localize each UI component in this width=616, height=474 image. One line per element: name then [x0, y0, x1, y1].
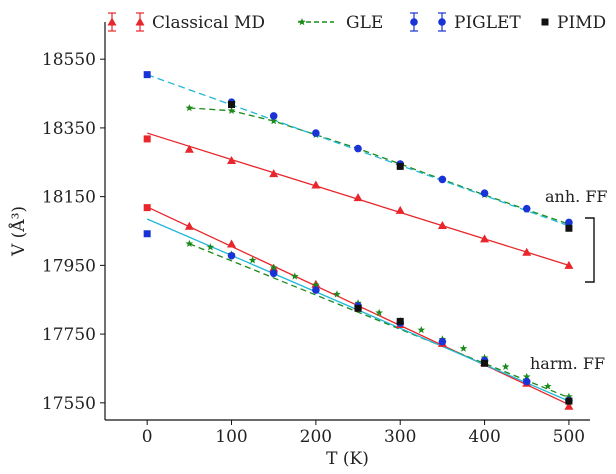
legend-marker [541, 18, 549, 26]
fit-line-harm [189, 243, 570, 399]
classical-md-point [564, 401, 574, 410]
y-tick-label: 17950 [42, 256, 96, 276]
classical-md-point [437, 221, 447, 230]
piglet-point [227, 251, 236, 260]
x-tick-label: 0 [142, 427, 153, 447]
t0-piglet-harm-point [143, 230, 151, 238]
legend-label: PIGLET [454, 13, 521, 33]
y-axis-label: V (Å³) [8, 206, 29, 257]
t0-piglet-anh-point [143, 71, 151, 79]
fit-line-anh [189, 107, 570, 225]
x-tick-label: 200 [300, 427, 332, 447]
gle-point [312, 280, 320, 289]
pimd-point [354, 304, 362, 312]
gle-point [501, 362, 510, 370]
y-tick-label: 18350 [42, 119, 96, 139]
gle-point [248, 256, 257, 264]
legend-marker [135, 17, 145, 26]
y-tick-label: 17750 [42, 325, 96, 345]
x-axis-label: T (K) [326, 449, 369, 469]
axes: 0 100 200 300 400 500 17550 17750 17950 18150 1835… [8, 22, 590, 469]
legend-label: PIMD [557, 13, 606, 33]
data-points [143, 71, 574, 410]
gle-point [185, 103, 194, 112]
gle-point [269, 263, 278, 272]
pimd-point [228, 101, 236, 109]
gle-point [375, 308, 383, 317]
pimd-point [565, 224, 573, 232]
piglet-point [522, 377, 531, 386]
piglet-point [312, 286, 320, 294]
fit-lines [146, 74, 570, 406]
gle-point [185, 239, 194, 247]
legend-marker [298, 18, 306, 26]
classical-md-point [480, 234, 490, 243]
pimd-point [565, 397, 573, 405]
y-tick-label: 18150 [42, 188, 96, 208]
classical-md-point [564, 260, 574, 269]
legend-label: GLE [346, 13, 383, 33]
legend-item: PIGLET [410, 12, 521, 33]
gle-point [544, 382, 552, 390]
legend-marker [438, 18, 446, 26]
piglet-point [312, 129, 320, 137]
anh-bracket [585, 217, 595, 283]
gle-point [522, 372, 531, 380]
classical-md-point [522, 247, 532, 256]
classical-md-point [184, 221, 194, 230]
gle-point [459, 344, 468, 352]
legend-marker [107, 17, 117, 26]
pimd-point [396, 317, 404, 325]
piglet-point [269, 269, 278, 278]
legend-item: PIMD [541, 13, 606, 33]
classical-md-point [227, 239, 237, 248]
legend-marker [410, 18, 418, 26]
x-tick-label: 400 [468, 427, 500, 447]
anh-annotation: anh. FF [545, 187, 608, 206]
classical-md-point [269, 169, 279, 178]
x-tick-label: 300 [384, 427, 416, 447]
y-tick-label: 17550 [42, 394, 96, 414]
piglet-point [438, 175, 447, 184]
piglet-point [480, 189, 489, 197]
classical-md-point [184, 144, 194, 153]
legend-item: Classical MD [107, 12, 265, 33]
piglet-point [269, 112, 278, 120]
x-tick-label: 100 [215, 427, 247, 447]
pimd-point [396, 162, 404, 170]
classical-md-point [353, 193, 363, 202]
legend-item: GLE [298, 13, 383, 33]
classical-md-point [395, 205, 405, 214]
t0-anh-point [143, 135, 151, 143]
piglet-point [565, 218, 573, 227]
gle-point [227, 106, 236, 114]
pimd-point [481, 359, 489, 367]
legend-label: Classical MD [152, 13, 265, 33]
classical-md-point [311, 180, 321, 189]
piglet-point [522, 204, 531, 213]
t0-harm-point [143, 204, 151, 212]
y-tick-label: 18550 [42, 50, 96, 70]
gle-point [333, 290, 341, 298]
legend: Classical MD GLE PIGLET PIMD [107, 12, 606, 33]
gle-point [290, 272, 299, 280]
gle-point [269, 117, 278, 125]
piglet-point [354, 144, 362, 153]
piglet-point [438, 337, 447, 346]
x-tick-label: 500 [553, 427, 585, 447]
gle-point [206, 243, 215, 251]
gle-point [565, 392, 573, 400]
classical-md-point [227, 156, 237, 165]
harm-annotation: harm. FF [530, 354, 605, 373]
annotations: anh. FF harm. FF [530, 187, 608, 373]
gle-point [417, 325, 426, 334]
